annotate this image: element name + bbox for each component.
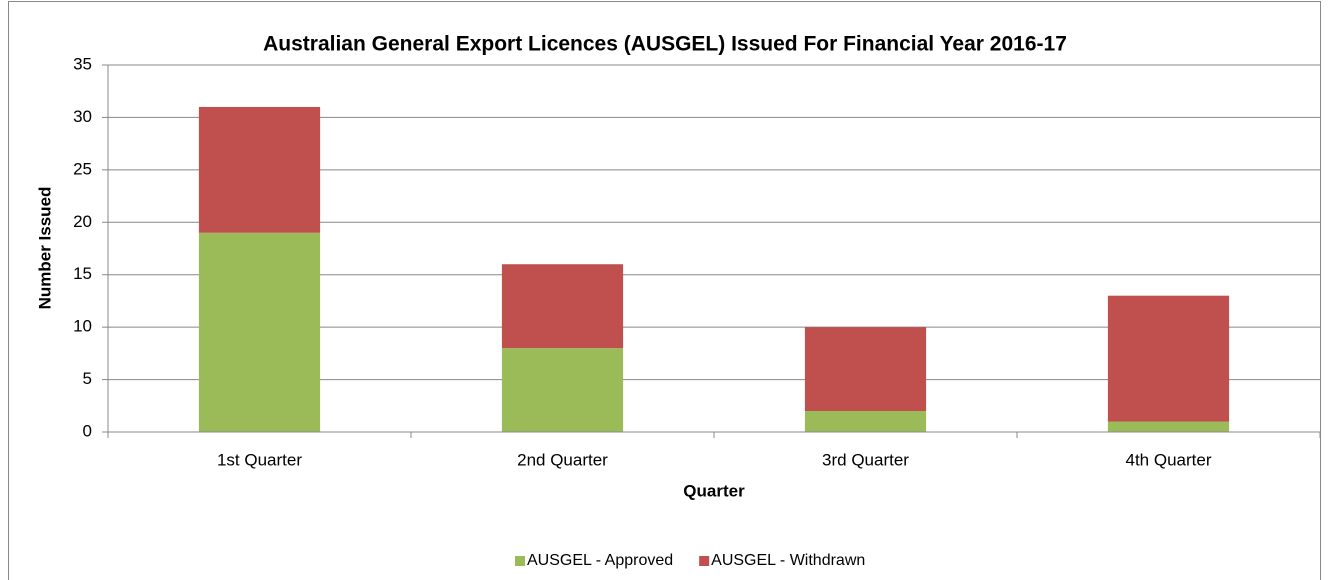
y-tick-label: 10 (73, 317, 92, 336)
x-tick-label: 1st Quarter (217, 450, 302, 469)
legend-swatch (515, 556, 525, 566)
bar (804, 411, 927, 432)
y-tick-label: 15 (73, 264, 92, 283)
chart-title: Australian General Export Licences (AUSG… (263, 33, 1067, 56)
bar (804, 327, 927, 412)
x-tick-label: 3rd Quarter (822, 450, 909, 469)
y-tick-label: 25 (73, 159, 92, 178)
bar (501, 264, 624, 349)
bar (501, 348, 624, 432)
y-tick-label: 35 (73, 54, 92, 73)
x-tick-label: 2nd Quarter (517, 450, 608, 469)
y-tick-label: 5 (83, 369, 92, 388)
bar (1107, 421, 1230, 432)
y-tick-label: 0 (83, 421, 92, 440)
x-axis-label: Quarter (683, 481, 745, 500)
bar (1107, 295, 1230, 422)
y-tick-label: 20 (73, 212, 92, 231)
y-tick-label: 30 (73, 107, 92, 126)
legend-label: AUSGEL - Approved (527, 552, 673, 569)
legend-swatch (699, 556, 710, 566)
legend-label: AUSGEL - Withdrawn (711, 552, 865, 569)
bar (198, 232, 321, 432)
y-axis-label: Number Issued (35, 187, 54, 310)
x-tick-label: 4th Quarter (1126, 450, 1212, 469)
bar (198, 106, 321, 233)
